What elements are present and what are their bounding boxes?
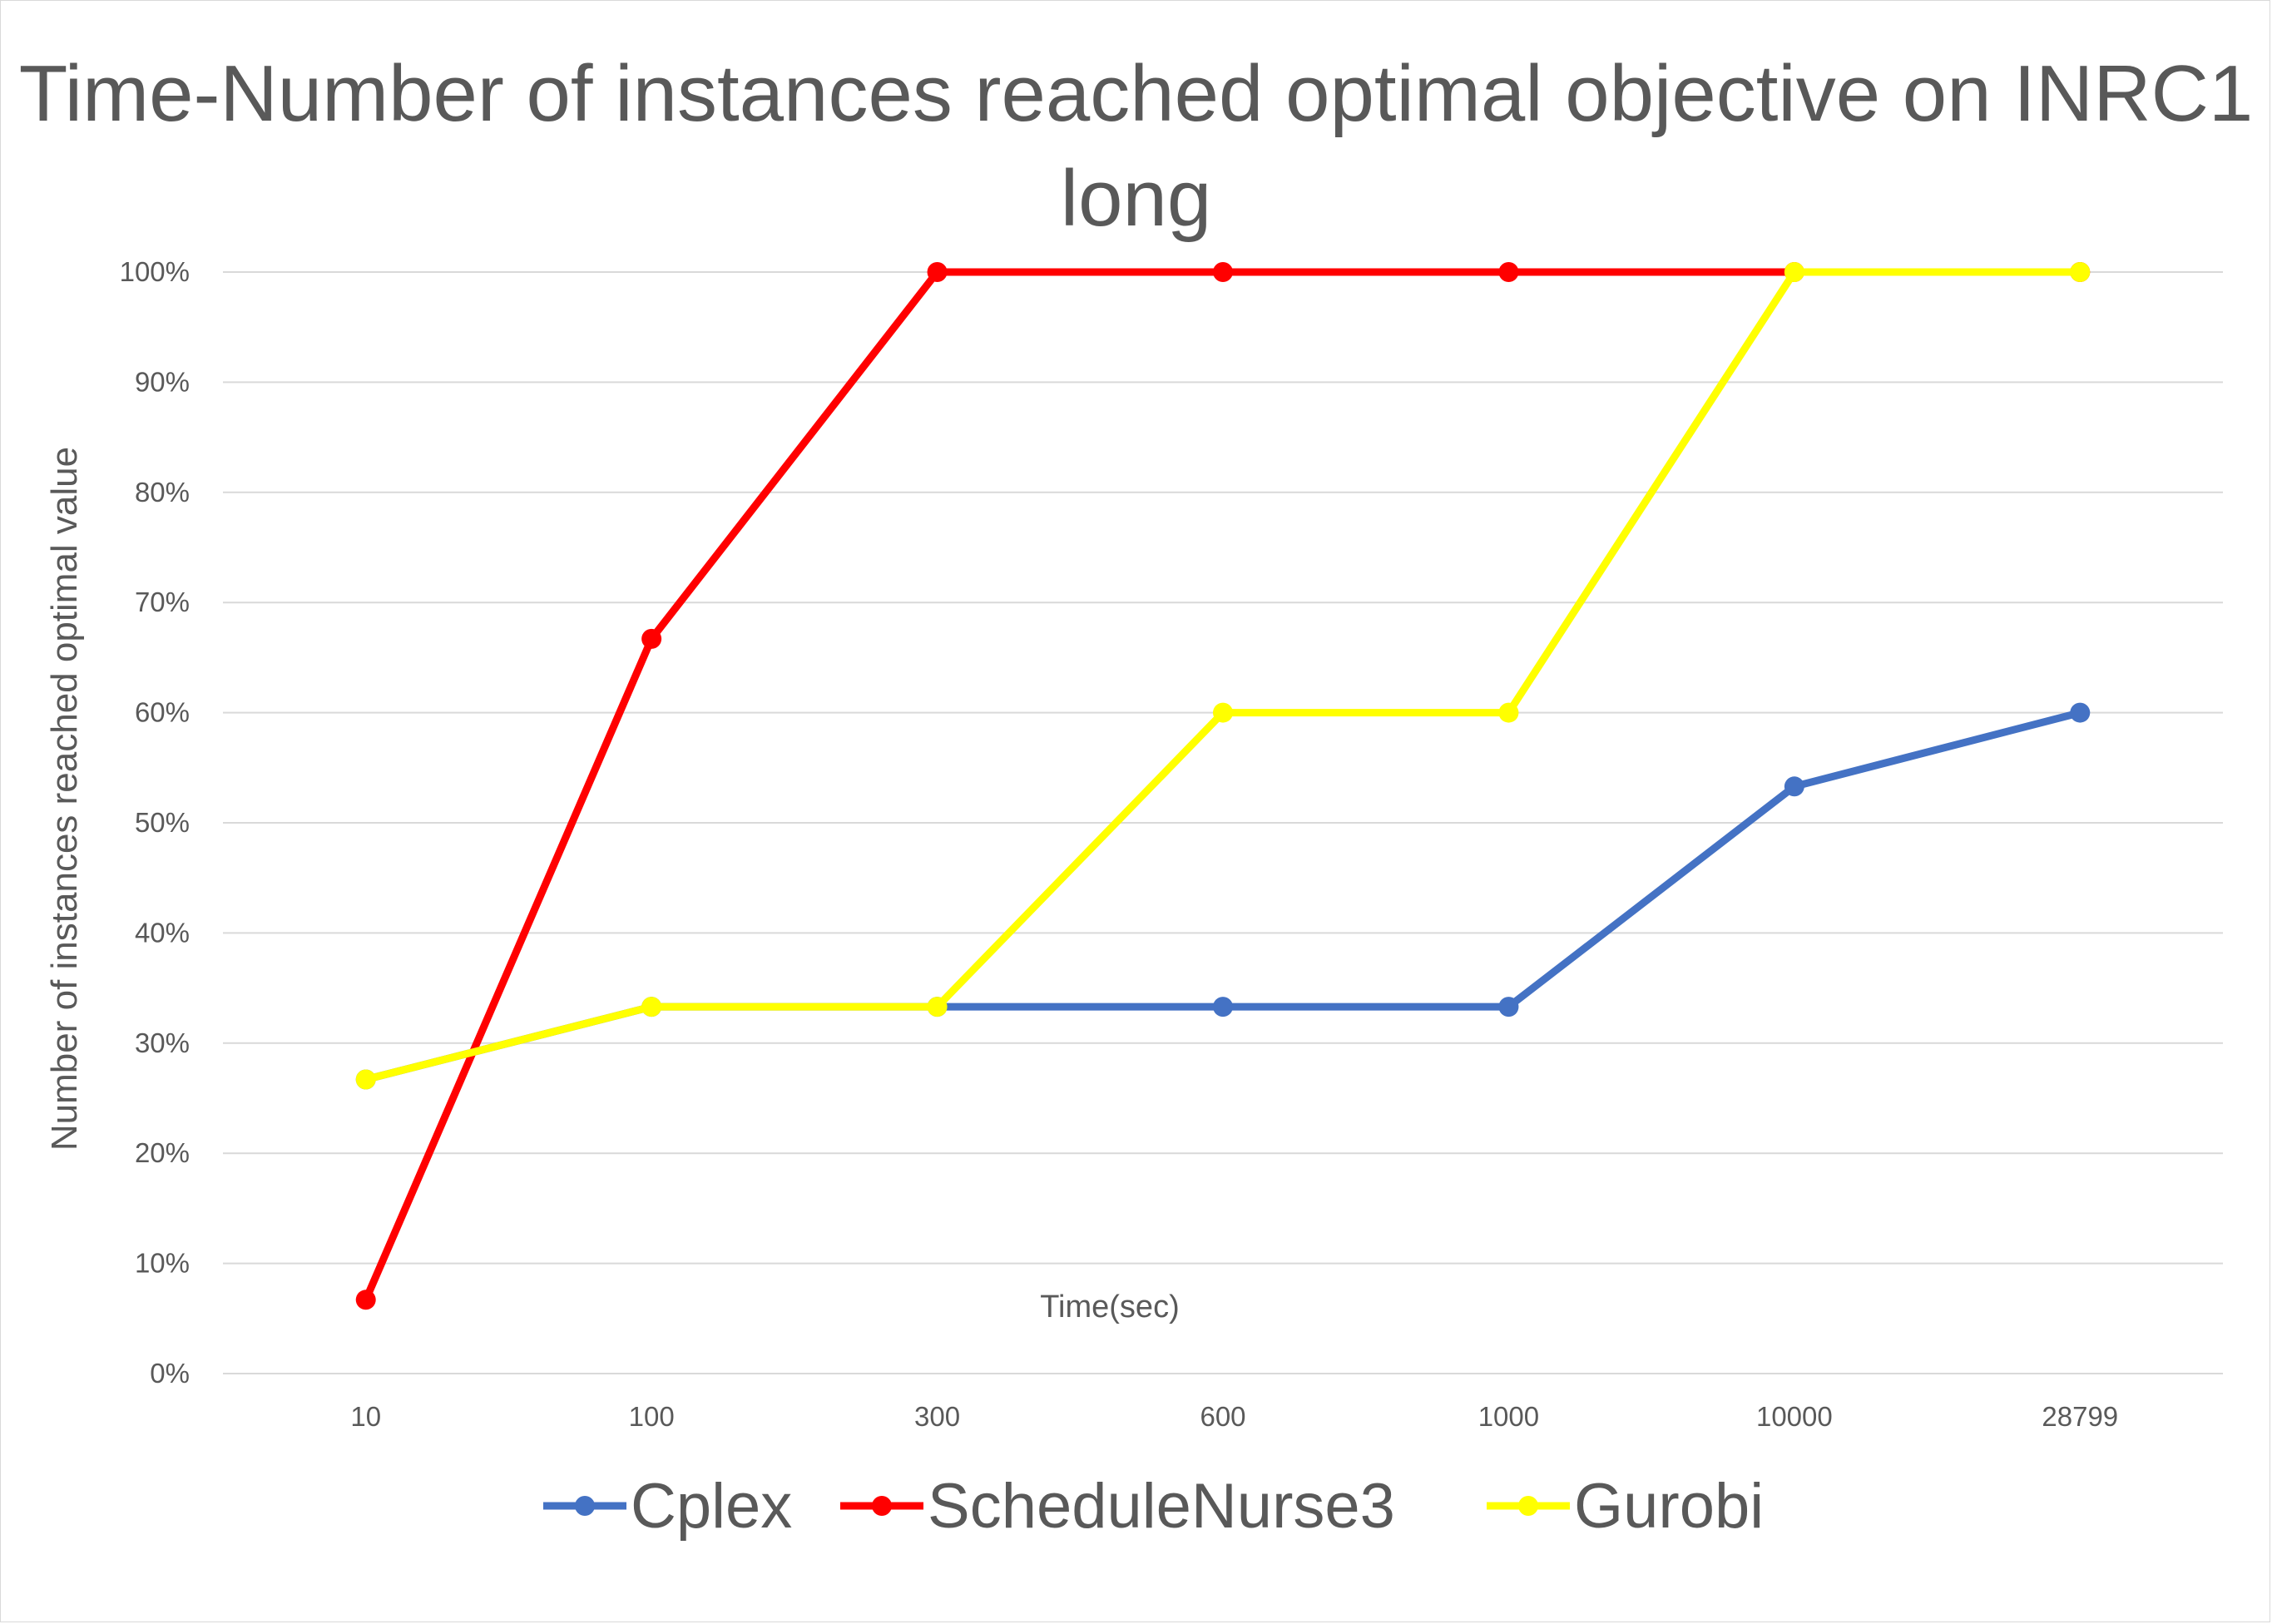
legend-label-cplex: Cplex — [631, 1471, 792, 1542]
data-point-schedulenurse3 — [355, 1290, 376, 1310]
series-line-schedulenurse3 — [362, 268, 2084, 1304]
legend-marker-cplex — [575, 1496, 595, 1516]
y-tick-label: 60% — [135, 697, 190, 728]
y-tick-label: 20% — [135, 1137, 190, 1168]
x-tick-label: 100 — [629, 1401, 675, 1432]
data-point-cplex — [1498, 997, 1519, 1017]
x-tick-label: 10000 — [1756, 1401, 1833, 1432]
series-line-cplex — [362, 709, 2084, 1083]
data-point-gurobi — [355, 1069, 376, 1090]
legend-label-schedulenurse3: ScheduleNurse3 — [928, 1471, 1395, 1542]
y-tick-label: 10% — [135, 1248, 190, 1279]
legend-marker-gurobi — [1518, 1496, 1538, 1516]
data-point-gurobi — [1784, 262, 1804, 282]
data-point-gurobi — [2070, 262, 2091, 282]
y-tick-label: 50% — [135, 807, 190, 838]
chart-title: Time-Number of instances reached optimal… — [18, 49, 2254, 243]
y-axis-title: Number of instances reached optimal valu… — [44, 447, 85, 1151]
y-tick-label: 0% — [150, 1358, 190, 1389]
data-point-cplex — [1784, 776, 1804, 797]
y-tick-label: 100% — [120, 256, 190, 287]
data-point-schedulenurse3 — [927, 262, 948, 282]
y-tick-label: 80% — [135, 477, 190, 508]
legend-marker-schedulenurse3 — [872, 1496, 892, 1516]
x-tick-label: 600 — [1200, 1401, 1245, 1432]
data-point-gurobi — [1498, 702, 1519, 723]
x-axis-title: Time(sec) — [1040, 1290, 1179, 1324]
series-line-gurobi — [362, 268, 2084, 1083]
y-tick-label: 70% — [135, 587, 190, 617]
data-point-schedulenurse3 — [641, 628, 662, 649]
x-tick-label: 10 — [350, 1401, 381, 1432]
data-point-cplex — [1213, 997, 1233, 1017]
x-tick-label: 1000 — [1478, 1401, 1539, 1432]
x-tick-label: 300 — [914, 1401, 960, 1432]
data-point-schedulenurse3 — [1213, 262, 1233, 282]
data-point-gurobi — [927, 997, 948, 1017]
legend-label-gurobi: Gurobi — [1574, 1471, 1764, 1542]
y-tick-label: 30% — [135, 1027, 190, 1058]
data-point-gurobi — [641, 997, 662, 1017]
y-tick-label: 90% — [135, 366, 190, 397]
x-tick-label: 28799 — [2042, 1401, 2118, 1432]
data-point-schedulenurse3 — [1498, 262, 1519, 282]
y-tick-label: 40% — [135, 917, 190, 948]
data-point-cplex — [2070, 702, 2091, 723]
data-point-gurobi — [1213, 702, 1233, 723]
